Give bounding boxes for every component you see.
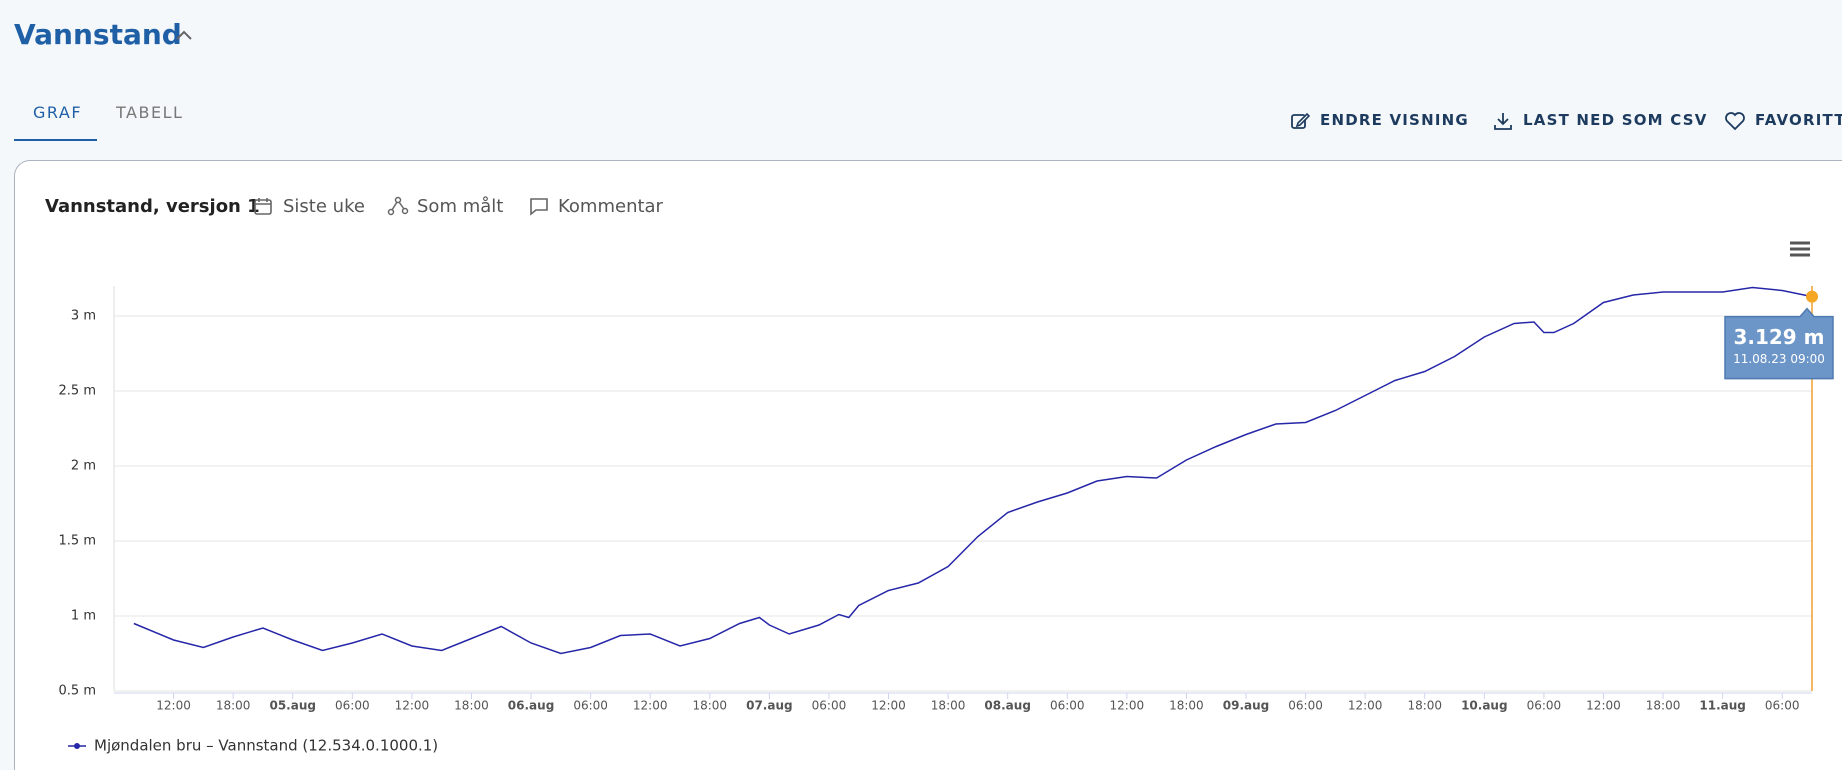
heart-icon — [1725, 112, 1745, 131]
series-line — [133, 286, 1813, 655]
legend-label: Mjøndalen bru – Vannstand (12.534.0.1000… — [94, 737, 438, 755]
x-tick-label: 12:00 — [156, 699, 191, 713]
tooltip-value: 3.129 m — [1733, 325, 1824, 349]
y-tick-label: 0.5 m — [59, 684, 96, 699]
x-tick-label: 12:00 — [395, 699, 430, 713]
x-tick-label: 18:00 — [216, 699, 251, 713]
x-tick-label: 18:00 — [931, 699, 966, 713]
x-tick-label: 18:00 — [454, 699, 489, 713]
x-tick-label: 06:00 — [1050, 699, 1085, 713]
x-tick-label: 06:00 — [335, 699, 370, 713]
x-tick-label: 06:00 — [573, 699, 608, 713]
y-tick-label: 2 m — [71, 459, 96, 474]
comment-icon — [530, 198, 548, 216]
x-tick-label: 18:00 — [1646, 699, 1681, 713]
x-tick-label: 12:00 — [1586, 699, 1621, 713]
chart-panel — [14, 160, 1842, 770]
y-tick-label: 2.5 m — [59, 384, 96, 399]
x-tick-label: 06.aug — [508, 699, 555, 713]
y-tick-label: 1 m — [71, 609, 96, 624]
x-tick-label: 06:00 — [1765, 699, 1800, 713]
collapse-caret[interactable] — [175, 28, 193, 42]
x-tick-label: 06:00 — [1288, 699, 1323, 713]
chart-menu[interactable] — [1789, 240, 1811, 258]
resolution-selector[interactable]: Som målt — [417, 196, 504, 217]
page-title: Vannstand — [14, 18, 182, 51]
x-tick-label: 12:00 — [1110, 699, 1145, 713]
hover-point — [1806, 290, 1818, 303]
y-tick-label: 3 m — [71, 309, 96, 324]
tab[interactable]: TABELL — [116, 103, 184, 122]
x-tick-label: 18:00 — [692, 699, 727, 713]
x-tick-label: 10.aug — [1461, 699, 1508, 713]
x-tick-label: 05.aug — [269, 699, 316, 713]
x-tick-label: 12:00 — [871, 699, 906, 713]
x-tick-label: 12:00 — [633, 699, 668, 713]
comment-button[interactable]: Kommentar — [558, 196, 663, 217]
action-button[interactable]: LAST NED SOM CSV — [1523, 111, 1708, 129]
tab[interactable]: GRAF — [33, 103, 83, 122]
period-selector[interactable]: Siste uke — [283, 196, 365, 217]
series-version: Vannstand, versjon 1 — [45, 196, 260, 217]
tab-indicator — [14, 139, 97, 141]
measure-icon — [387, 196, 409, 216]
x-tick-label: 12:00 — [1348, 699, 1383, 713]
x-tick-label: 18:00 — [1407, 699, 1442, 713]
x-tick-label: 09.aug — [1223, 699, 1270, 713]
x-tick-label: 06:00 — [812, 699, 847, 713]
calendar-icon — [254, 198, 272, 215]
x-tick-label: 07.aug — [746, 699, 793, 713]
x-tick-label: 11.aug — [1699, 699, 1746, 713]
action-button[interactable]: FAVORITT — [1755, 111, 1842, 129]
y-tick-label: 1.5 m — [59, 534, 96, 549]
x-tick-label: 08.aug — [984, 699, 1031, 713]
tooltip-box — [1724, 307, 1834, 380]
legend-symbol — [74, 743, 80, 749]
edit-icon — [1291, 112, 1310, 129]
download-icon — [1494, 113, 1512, 130]
action-button[interactable]: ENDRE VISNING — [1320, 111, 1469, 129]
x-tick-label: 06:00 — [1527, 699, 1562, 713]
x-tick-label: 18:00 — [1169, 699, 1204, 713]
tooltip-time: 11.08.23 09:00 — [1733, 352, 1825, 366]
